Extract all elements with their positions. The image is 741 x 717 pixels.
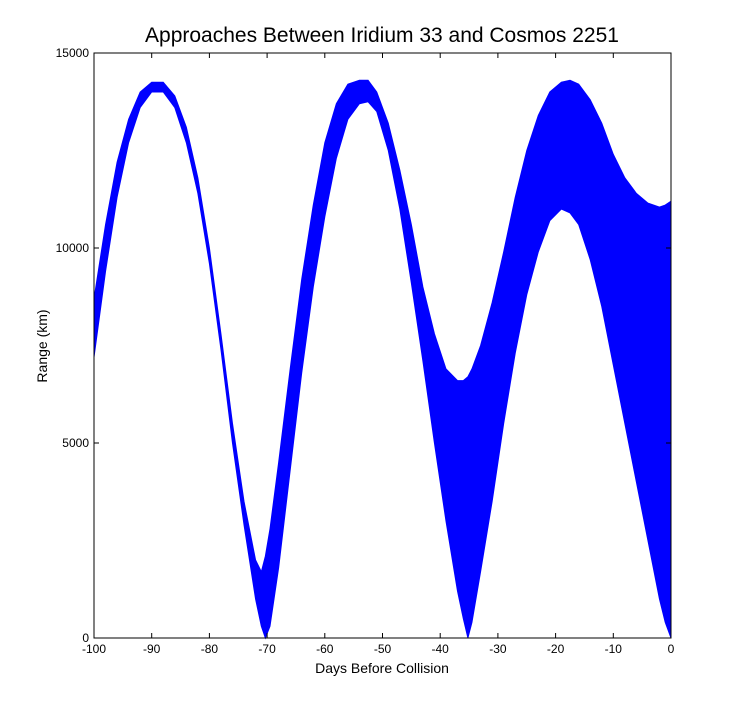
x-tick-label: -30 [489,642,507,656]
x-tick-label: -70 [258,642,276,656]
y-tick-label: 0 [82,631,89,645]
axis-ticks: -100 -90 -80 -70 -60 -50 -40 -30 -20 -10 005000100… [56,46,675,656]
x-tick-label: -20 [547,642,565,656]
x-tick-label: -80 [201,642,219,656]
y-tick-label: 10000 [56,241,90,255]
chart-title: Approaches Between Iridium 33 and Cosmos… [145,24,619,47]
x-tick-label: -50 [374,642,392,656]
x-axis-title: Days Before Collision [315,660,449,676]
x-tick-label: -10 [605,642,623,656]
y-tick-label: 15000 [56,46,90,60]
x-tick-label: 0 [668,642,675,656]
y-axis-title: Range (km) [34,309,50,382]
x-tick-label: -90 [143,642,161,656]
x-tick-label: -40 [432,642,450,656]
x-tick-label: -60 [316,642,334,656]
y-tick-label: 5000 [62,436,89,450]
x-tick-label: -100 [82,642,106,656]
